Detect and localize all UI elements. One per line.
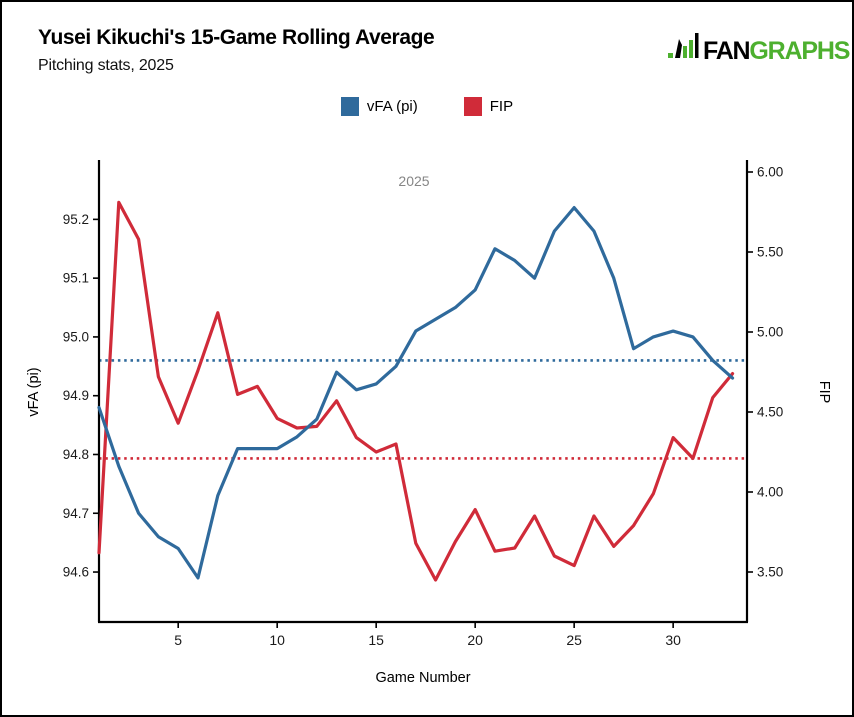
right-tick-label-6.00: 6.00 bbox=[757, 165, 783, 180]
logo-text-fan: FAN bbox=[703, 37, 751, 65]
legend-label-vfa: vFA (pi) bbox=[366, 98, 418, 115]
x-tick-label-30: 30 bbox=[665, 632, 681, 648]
legend-label-fip: FIP bbox=[489, 98, 514, 115]
logo-text-graphs: GRAPHS bbox=[749, 37, 850, 65]
right-tick-label-5.00: 5.00 bbox=[757, 325, 783, 340]
x-tick-label-5: 5 bbox=[174, 632, 182, 648]
left-tick-label-94.6: 94.6 bbox=[63, 565, 89, 580]
right-tick-label-5.50: 5.50 bbox=[757, 245, 783, 260]
right-tick-label-4.50: 4.50 bbox=[757, 405, 783, 420]
fangraphs-logo: FANGRAPHS bbox=[668, 32, 850, 65]
left-tick-label-94.9: 94.9 bbox=[63, 388, 89, 403]
period-label: 2025 bbox=[398, 173, 430, 189]
left-tick-label-94.8: 94.8 bbox=[63, 447, 89, 462]
x-axis-title: Game Number bbox=[375, 670, 471, 686]
legend-item-fip: FIP bbox=[463, 97, 514, 116]
fip-line bbox=[97, 200, 735, 582]
page-subtitle: Pitching stats, 2025 bbox=[38, 57, 174, 74]
x-tick-label-10: 10 bbox=[269, 632, 285, 648]
legend-swatch-fip bbox=[463, 97, 482, 116]
left-tick-label-94.7: 94.7 bbox=[63, 506, 89, 521]
left-tick-label-95.1: 95.1 bbox=[63, 271, 89, 286]
x-tick-label-20: 20 bbox=[467, 632, 483, 648]
fangraphs-batter-icon bbox=[668, 32, 700, 64]
legend-swatch-vfa bbox=[340, 97, 359, 116]
legend-item-vfa: vFA (pi) bbox=[340, 97, 418, 116]
x-tick-label-25: 25 bbox=[566, 632, 582, 648]
right-tick-label-3.50: 3.50 bbox=[757, 565, 783, 580]
vfa-line bbox=[97, 206, 735, 580]
left-tick-label-95.0: 95.0 bbox=[63, 329, 89, 344]
legend: vFA (pi) FIP bbox=[2, 97, 852, 116]
page-title: Yusei Kikuchi's 15-Game Rolling Average bbox=[38, 26, 435, 49]
right-tick-label-4.00: 4.00 bbox=[757, 485, 783, 500]
x-tick-label-15: 15 bbox=[368, 632, 384, 648]
left-tick-label-95.2: 95.2 bbox=[63, 212, 89, 227]
